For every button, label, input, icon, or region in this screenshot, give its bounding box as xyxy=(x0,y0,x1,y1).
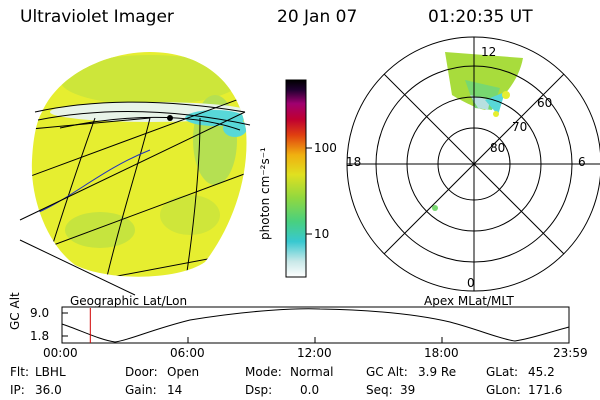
time-tick-2359: 23:59 xyxy=(553,346,588,360)
glat-label: GLat: xyxy=(486,365,519,379)
date-label: 20 Jan 07 xyxy=(277,7,358,27)
time-label: 01:20:35 UT xyxy=(428,7,533,27)
door-value: Open xyxy=(167,365,200,379)
altitude-curve xyxy=(61,308,570,343)
mode-value: Normal xyxy=(290,365,334,379)
mlt-label-12: 12 xyxy=(481,45,497,59)
seq-label: Seq: xyxy=(366,383,393,397)
time-tick-1800: 18:00 xyxy=(424,346,459,360)
mlt-label-18: 18 xyxy=(346,155,362,169)
gcalt-value: 3.9 Re xyxy=(418,365,457,379)
mlt-label-6: 6 xyxy=(578,155,586,169)
altitude-tick-9: 9.0 xyxy=(30,306,50,320)
app-title: Ultraviolet Imager xyxy=(20,7,174,27)
filter-value: LBHL xyxy=(35,365,66,379)
geographic-grid-lines xyxy=(34,101,251,131)
altitude-axis-label: GC Alt xyxy=(8,292,22,330)
earth-disk xyxy=(31,52,247,277)
time-tick-0000: 00:00 xyxy=(43,346,78,360)
dsp-label: Dsp: xyxy=(245,383,273,397)
mode-label: Mode: xyxy=(245,365,282,379)
ip-value: 36.0 xyxy=(35,383,62,397)
lat-label-80: 80 xyxy=(490,141,506,155)
colorbar-tick-100: 100 xyxy=(314,141,337,155)
glat-value: 45.2 xyxy=(528,365,555,379)
time-tick-0600: 06:00 xyxy=(170,346,205,360)
dsp-value: 0.0 xyxy=(300,383,320,397)
ip-label: IP: xyxy=(10,383,25,397)
door-label: Door: xyxy=(125,365,158,379)
apex-panel-label: Apex MLat/MLT xyxy=(424,294,514,308)
glon-label: GLon: xyxy=(486,383,521,397)
colorbar-tick-10: 10 xyxy=(314,227,330,241)
time-tick-1200: 12:00 xyxy=(297,346,332,360)
gain-label: Gain: xyxy=(125,383,157,397)
lat-label-70: 70 xyxy=(512,120,528,134)
altitude-tick-1-8: 1.8 xyxy=(30,329,50,343)
glon-value: 171.6 xyxy=(528,383,563,397)
seq-value: 39 xyxy=(400,383,416,397)
filter-label: Flt: xyxy=(10,365,29,379)
gcalt-label: GC Alt: xyxy=(366,365,408,379)
gain-value: 14 xyxy=(167,383,183,397)
lat-label-60: 60 xyxy=(537,96,553,110)
geographic-panel-label: Geographic Lat/Lon xyxy=(70,294,188,308)
mlt-label-0: 0 xyxy=(467,276,475,290)
